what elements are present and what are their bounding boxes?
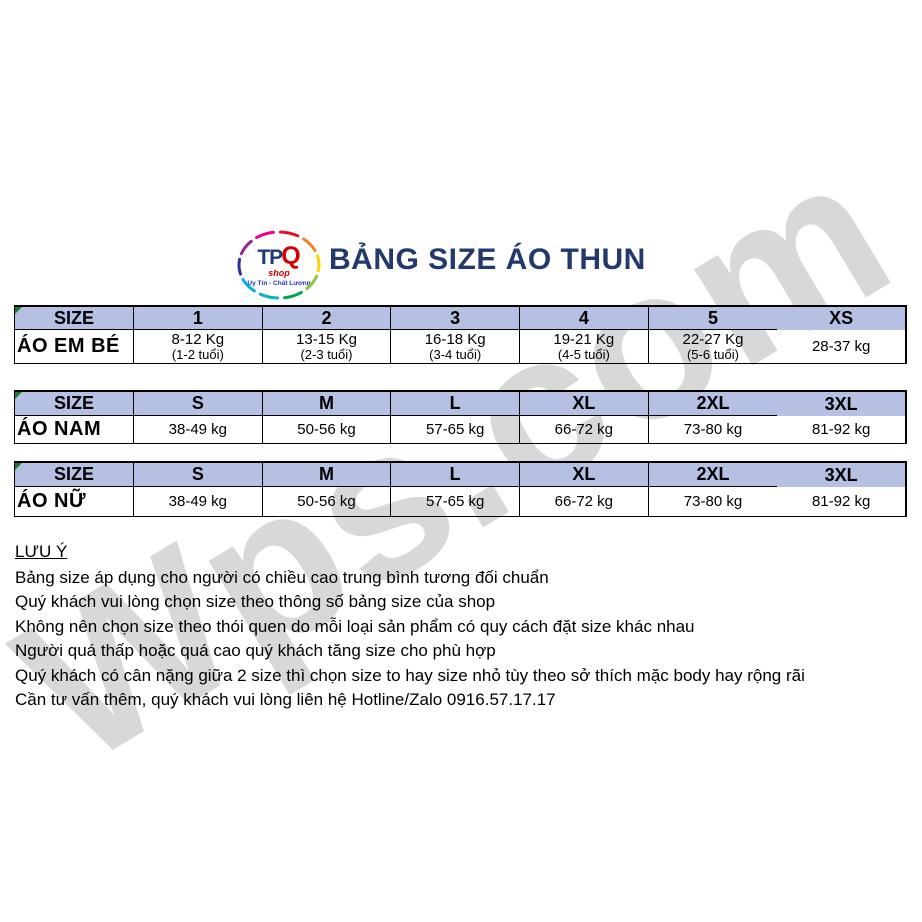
note-line: Quý khách có cân nặng giữa 2 size thì ch… [15, 665, 805, 685]
weight-range: 50-56 kg [297, 420, 356, 438]
size-value-cell: 28-37 kg [777, 330, 906, 363]
row-label: ÁO EM BÉ [15, 330, 134, 363]
logo-brand: TP Q [257, 244, 300, 269]
weight-range: 19-21 Kg [553, 330, 615, 348]
weight-range: 57-65 kg [425, 420, 485, 438]
header-cell: 2XL [648, 392, 778, 416]
logo-ring-icon [237, 230, 321, 300]
size-value-cell: 81-92 kg [777, 416, 906, 443]
size-table-ao-nam: SIZE S M L XL 2XL 3XL ÁO NAM 38-49 kg 50… [14, 390, 907, 444]
header-cell: XL [520, 392, 649, 416]
logo-shop-label: shop [268, 268, 290, 279]
size-value-cell: 81-92 kg [777, 487, 906, 516]
header-cell: 3 [391, 307, 520, 330]
weight-range: 66-72 kg [554, 420, 614, 438]
weight-range: 38-49 kg [168, 420, 228, 438]
header-cell: M [262, 392, 392, 416]
header-cell: SIZE [15, 392, 134, 416]
header-cell: XL [520, 463, 649, 487]
weight-range: 13-15 Kg [296, 330, 357, 348]
note-line: Không nên chọn size theo thói quen do mỗ… [15, 616, 695, 636]
notes-section: LƯU Ý Bảng size áp dụng cho người có chi… [15, 540, 805, 712]
header-cell: 5 [648, 307, 778, 330]
size-value-cell: 73-80 kg [649, 487, 778, 516]
header-cell: 3XL [777, 463, 906, 487]
header-cell: 4 [520, 307, 649, 330]
notes-heading: LƯU Ý [15, 542, 68, 561]
header-cell: SIZE [15, 307, 134, 330]
weight-range: 73-80 kg [683, 420, 743, 438]
size-value-cell: 13-15 Kg (2-3 tuổi) [263, 330, 392, 363]
size-value-cell: 22-27 Kg (5-6 tuổi) [649, 330, 778, 363]
header-cell: 1 [134, 307, 263, 330]
size-value-cell: 19-21 Kg (4-5 tuổi) [520, 330, 649, 363]
logo-brand-tp: TP [257, 246, 283, 270]
header-cell: SIZE [15, 463, 134, 487]
row-label: ÁO NỮ [15, 487, 134, 516]
logo-brand-q: Q [281, 242, 301, 271]
weight-range: 22-27 Kg [682, 330, 744, 348]
header-cell: S [134, 463, 263, 487]
size-value-cell: 16-18 Kg (3-4 tuổi) [391, 330, 520, 363]
header-cell: L [391, 463, 520, 487]
note-line: Người quá thấp hoặc quá cao quý khách tă… [15, 641, 496, 661]
size-value-cell: 73-80 kg [649, 416, 778, 443]
header-cell: 3XL [777, 392, 906, 416]
header-cell: L [391, 392, 520, 416]
excel-corner-marker-icon [15, 307, 22, 314]
weight-range: 16-18 Kg [424, 330, 486, 348]
weight-range: 73-80 kg [683, 492, 743, 510]
size-value-cell: 57-65 kg [391, 487, 520, 516]
shop-logo: TP Q shop Uy Tín - Chất Lượng [234, 227, 324, 303]
size-value-cell: 8-12 Kg (1-2 tuổi) [134, 330, 263, 363]
size-value-cell: 57-65 kg [391, 416, 520, 443]
age-range: (4-5 tuổi) [557, 346, 610, 362]
weight-range: 66-72 kg [554, 492, 614, 510]
weight-range: 81-92 kg [811, 492, 871, 510]
size-value-cell: 66-72 kg [520, 416, 649, 443]
excel-corner-marker-icon [15, 392, 22, 399]
age-range: (2-3 tuổi) [300, 346, 353, 362]
weight-range: 8-12 Kg [171, 330, 225, 348]
age-range: (3-4 tuổi) [429, 346, 482, 362]
size-table-ao-em-be: SIZE 1 2 3 4 5 XS ÁO EM BÉ 8-12 Kg (1-2 t… [14, 305, 907, 364]
header-cell: M [262, 463, 392, 487]
weight-range: 38-49 kg [168, 492, 228, 510]
row-label: ÁO NAM [15, 416, 134, 443]
note-line: Cần tư vấn thêm, quý khách vui lòng liên… [15, 690, 556, 710]
logo-tagline: Uy Tín - Chất Lượng [247, 280, 311, 288]
header-cell: XS [777, 307, 906, 330]
weight-range: 57-65 kg [425, 492, 485, 510]
header-cell: 2XL [648, 463, 778, 487]
size-value-cell: 50-56 kg [263, 416, 392, 443]
excel-corner-marker-icon [15, 463, 22, 470]
header-cell: S [134, 392, 263, 416]
weight-range: 50-56 kg [297, 492, 356, 510]
note-line: Bảng size áp dụng cho người có chiều cao… [15, 568, 549, 587]
weight-range: 81-92 kg [811, 420, 871, 438]
size-value-cell: 38-49 kg [134, 416, 263, 443]
weight-range: 28-37 kg [811, 337, 871, 355]
age-range: (5-6 tuổi) [686, 346, 739, 362]
size-value-cell: 38-49 kg [134, 487, 263, 516]
size-table-ao-nu: SIZE S M L XL 2XL 3XL ÁO NỮ 38-49 kg 50-… [14, 461, 907, 517]
size-value-cell: 50-56 kg [263, 487, 392, 516]
header-cell: 2 [262, 307, 392, 330]
size-value-cell: 66-72 kg [520, 487, 649, 516]
page-title: BẢNG SIZE ÁO THUN [329, 243, 646, 276]
age-range: (1-2 tuổi) [171, 346, 224, 362]
note-line: Quý khách vui lòng chọn size theo thông … [15, 592, 496, 612]
